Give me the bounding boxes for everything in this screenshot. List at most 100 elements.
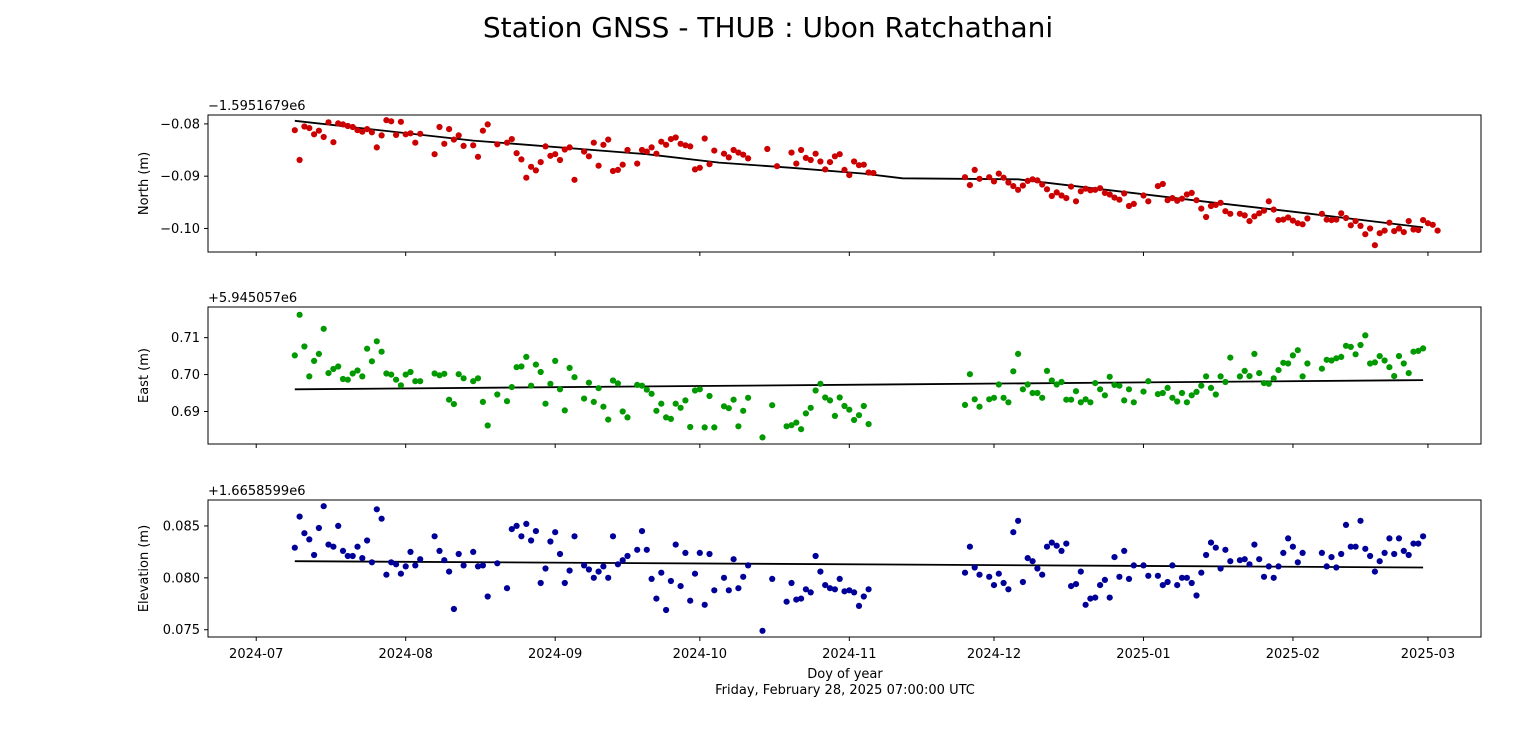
- data-point: [812, 387, 819, 394]
- data-point: [1246, 218, 1253, 225]
- data-point: [807, 589, 814, 596]
- data-point: [383, 571, 390, 578]
- data-point: [798, 595, 805, 602]
- data-point: [667, 415, 675, 422]
- data-point: [1164, 384, 1171, 391]
- data-point: [609, 377, 617, 384]
- data-point: [460, 562, 467, 569]
- y-tick-label: −0.09: [160, 170, 200, 185]
- data-point: [831, 153, 839, 160]
- data-point: [1145, 572, 1152, 579]
- data-point: [638, 146, 646, 154]
- data-point: [624, 414, 631, 421]
- data-point: [1299, 373, 1306, 380]
- data-point: [479, 398, 486, 405]
- data-point: [503, 398, 511, 405]
- data-point: [860, 402, 867, 410]
- data-point: [798, 146, 805, 154]
- data-point: [788, 422, 795, 429]
- data-point: [643, 546, 650, 553]
- data-point: [730, 556, 737, 563]
- data-point: [966, 543, 974, 550]
- data-point: [1154, 183, 1161, 190]
- data-point: [1174, 582, 1181, 589]
- data-point: [783, 423, 790, 430]
- data-point: [407, 548, 414, 556]
- data-point: [735, 149, 742, 156]
- data-point: [1381, 549, 1388, 557]
- data-point: [701, 135, 708, 142]
- data-point: [1275, 217, 1282, 224]
- data-point: [1376, 558, 1383, 565]
- data-point: [1367, 360, 1374, 367]
- data-point: [619, 161, 626, 168]
- data-point: [1275, 563, 1282, 570]
- data-point: [745, 394, 752, 401]
- data-point: [1169, 394, 1176, 401]
- data-point: [1289, 352, 1296, 359]
- data-point: [436, 372, 443, 379]
- data-point: [1048, 377, 1055, 384]
- data-point: [1034, 177, 1041, 184]
- data-point: [643, 386, 650, 393]
- data-point: [1391, 373, 1398, 380]
- data-point: [547, 152, 554, 159]
- data-point: [383, 117, 390, 124]
- data-point: [417, 130, 424, 137]
- data-point: [860, 593, 867, 600]
- data-point: [990, 178, 998, 185]
- data-point: [1265, 563, 1272, 570]
- data-point: [846, 587, 853, 594]
- data-point: [1169, 195, 1176, 202]
- data-point: [1010, 368, 1017, 375]
- data-point: [1405, 218, 1412, 225]
- data-point: [1005, 586, 1012, 593]
- data-point: [658, 138, 665, 145]
- data-point: [378, 348, 385, 355]
- data-point: [1121, 190, 1128, 197]
- data-point: [1048, 539, 1055, 546]
- data-point: [373, 506, 380, 513]
- data-point: [1048, 192, 1055, 200]
- data-point: [1357, 517, 1364, 524]
- data-point: [412, 139, 419, 146]
- data-point: [836, 575, 843, 583]
- data-point: [1111, 554, 1118, 561]
- data-point: [812, 552, 819, 560]
- data-point: [1034, 565, 1041, 572]
- data-point: [1130, 562, 1137, 569]
- data-point: [320, 503, 327, 510]
- y-axis-label: North (m): [137, 152, 152, 215]
- data-point: [518, 363, 525, 370]
- data-point: [561, 407, 568, 414]
- data-point: [1251, 213, 1258, 220]
- data-point: [1212, 544, 1219, 551]
- data-point: [330, 139, 337, 146]
- data-point: [1101, 189, 1108, 196]
- data-point: [653, 407, 660, 414]
- data-point: [793, 160, 800, 167]
- data-point: [1347, 222, 1354, 229]
- plot-frame: [207, 306, 1482, 445]
- data-point: [1193, 592, 1200, 599]
- data-point: [1015, 350, 1022, 357]
- data-point: [1260, 573, 1268, 580]
- data-point: [397, 382, 404, 389]
- data-point: [1193, 197, 1200, 204]
- data-point: [556, 386, 564, 393]
- data-point: [1415, 540, 1422, 547]
- data-point: [706, 392, 713, 400]
- data-point: [720, 150, 728, 157]
- data-point: [552, 357, 559, 364]
- data-point: [1198, 382, 1205, 389]
- data-point: [1125, 575, 1133, 583]
- data-point: [1077, 188, 1084, 195]
- data-point: [1299, 221, 1306, 228]
- data-point: [1207, 539, 1215, 546]
- data-point: [1063, 396, 1070, 403]
- data-point: [566, 567, 573, 574]
- data-point: [470, 378, 477, 385]
- data-point: [812, 150, 819, 157]
- data-point: [1236, 557, 1243, 564]
- data-point: [402, 563, 409, 570]
